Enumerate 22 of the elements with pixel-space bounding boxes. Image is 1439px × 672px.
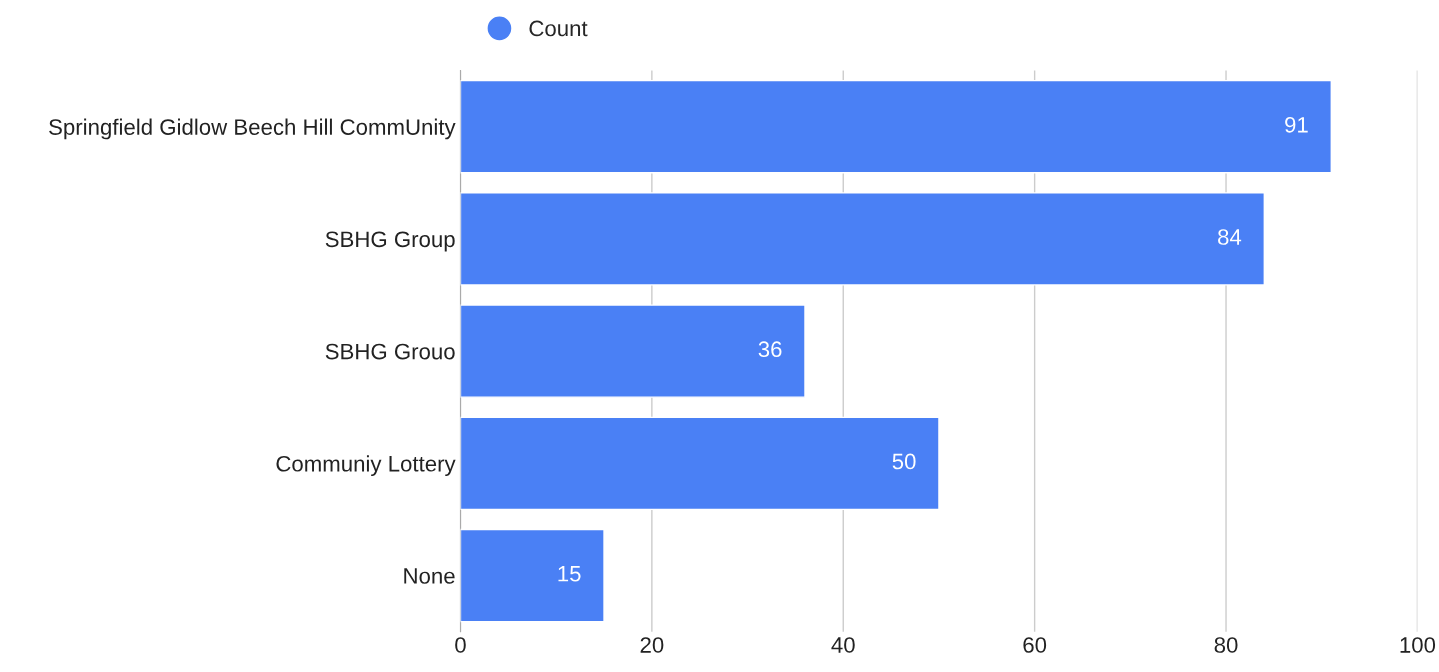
data-label: 15 [558,566,581,582]
bar [460,416,940,511]
data-label: 36 [758,341,782,358]
y-tick-label: Springfield Gidlow Beech Hill CommUnity [49,118,456,140]
y-tick-label: Communiy Lottery [276,455,456,477]
y-tick-label: SBHG Grouo [325,343,455,360]
x-tick-label: 0 [455,637,466,653]
data-label: 50 [892,453,916,470]
data-label: 91 [1285,116,1308,133]
x-tick-label: 20 [640,637,664,653]
legend-label: Count [529,20,588,37]
x-tick-label: 100 [1400,637,1436,653]
y-tick-label: SBHG Group [325,231,455,252]
bar [460,528,605,623]
x-tick-label: 40 [831,637,855,653]
bar [460,79,1332,174]
bar [460,192,1266,286]
y-tick-label: None [404,568,455,584]
x-tick-label: 80 [1214,637,1238,653]
x-tick-label: 60 [1023,637,1047,653]
bar [460,304,806,398]
data-label: 84 [1218,229,1242,245]
